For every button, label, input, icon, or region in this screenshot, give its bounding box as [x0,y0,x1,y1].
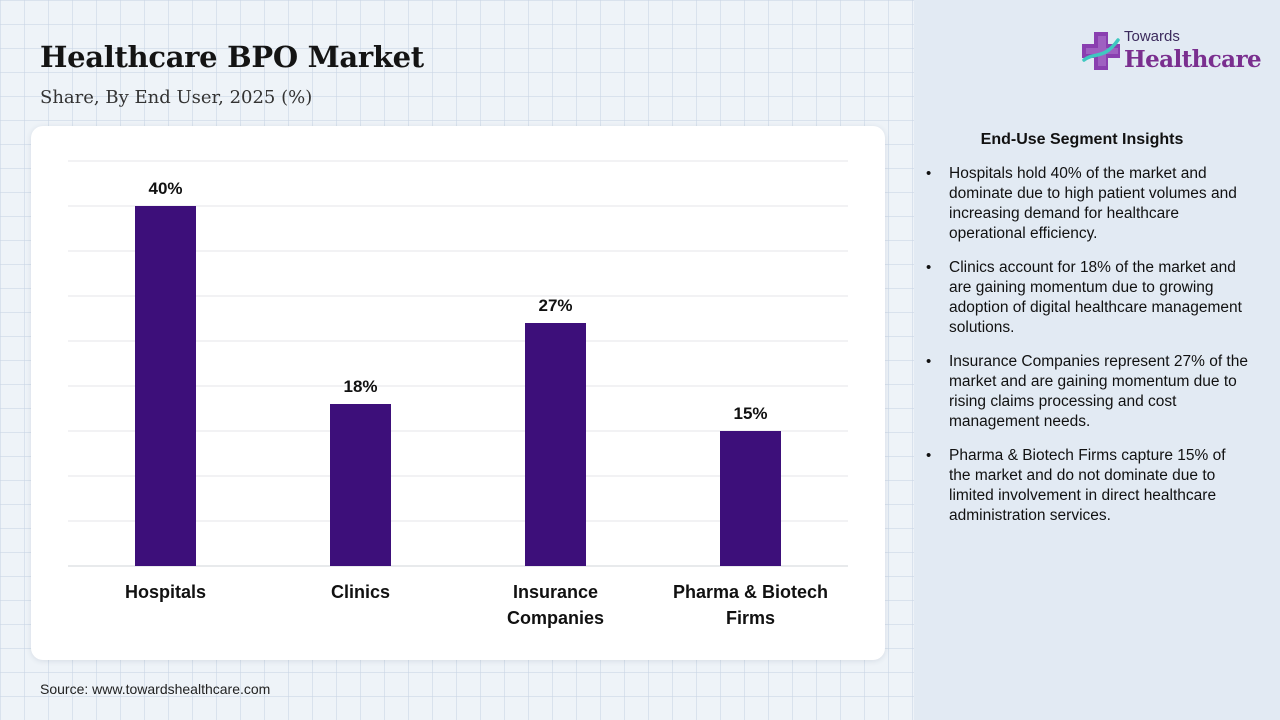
medical-cross-icon [1082,32,1120,70]
category-label: Insurance [513,582,598,602]
chart-area: Healthcare BPO Market Share, By End User… [31,40,885,697]
page-subtitle: Share, By End User, 2025 (%) [40,87,313,108]
insight-item: • Insurance Companies represent 27% of th… [926,352,1249,432]
insights-list: • Hospitals hold 40% of the market and do… [926,164,1249,540]
page-title: Healthcare BPO Market [40,40,424,74]
insights-title: End-Use Segment Insights [980,131,1184,148]
bar-chart: 40% Hospitals 18% Clinics 27% Insurance Compan… [68,160,848,628]
category-label: Companies [507,608,604,628]
bar [525,323,586,566]
logo-top-text: Towards [1124,28,1180,45]
category-label: Firms [726,608,775,628]
data-label: 40% [148,179,182,198]
insights-panel [914,0,1280,720]
category-label: Clinics [331,582,390,602]
towards-healthcare-logo: Towards Healthcare [1080,26,1262,78]
bullet-icon: • [926,165,932,182]
bullet-icon: • [926,259,932,276]
data-label: 15% [733,404,767,423]
insight-item: • Clinics account for 18% of the market a… [926,258,1249,338]
source-note: Source: www.towardshealthcare.com [40,681,271,697]
insight-text: Pharma & Biotech Firms capture 15% of th… [949,447,1226,524]
bar [330,404,391,566]
bullet-icon: • [926,447,932,464]
data-label: 18% [343,377,377,396]
category-label: Pharma & Biotech [673,582,828,602]
insight-text: Clinics account for 18% of the market an… [949,259,1242,336]
chart-card: 40% Hospitals 18% Clinics 27% Insurance Compan… [31,126,885,660]
insight-item: • Hospitals hold 40% of the market and do… [926,164,1249,244]
logo-bottom-text: Healthcare [1124,46,1262,73]
insight-text: Insurance Companies represent 27% of the… [949,353,1248,430]
insight-item: • Pharma & Biotech Firms capture 15% of t… [926,446,1249,526]
bar [135,206,196,566]
category-label: Hospitals [125,582,206,602]
bullet-icon: • [926,353,932,370]
data-label: 27% [538,296,572,315]
bar [720,431,781,566]
insight-text: Hospitals hold 40% of the market and dom… [949,165,1237,242]
